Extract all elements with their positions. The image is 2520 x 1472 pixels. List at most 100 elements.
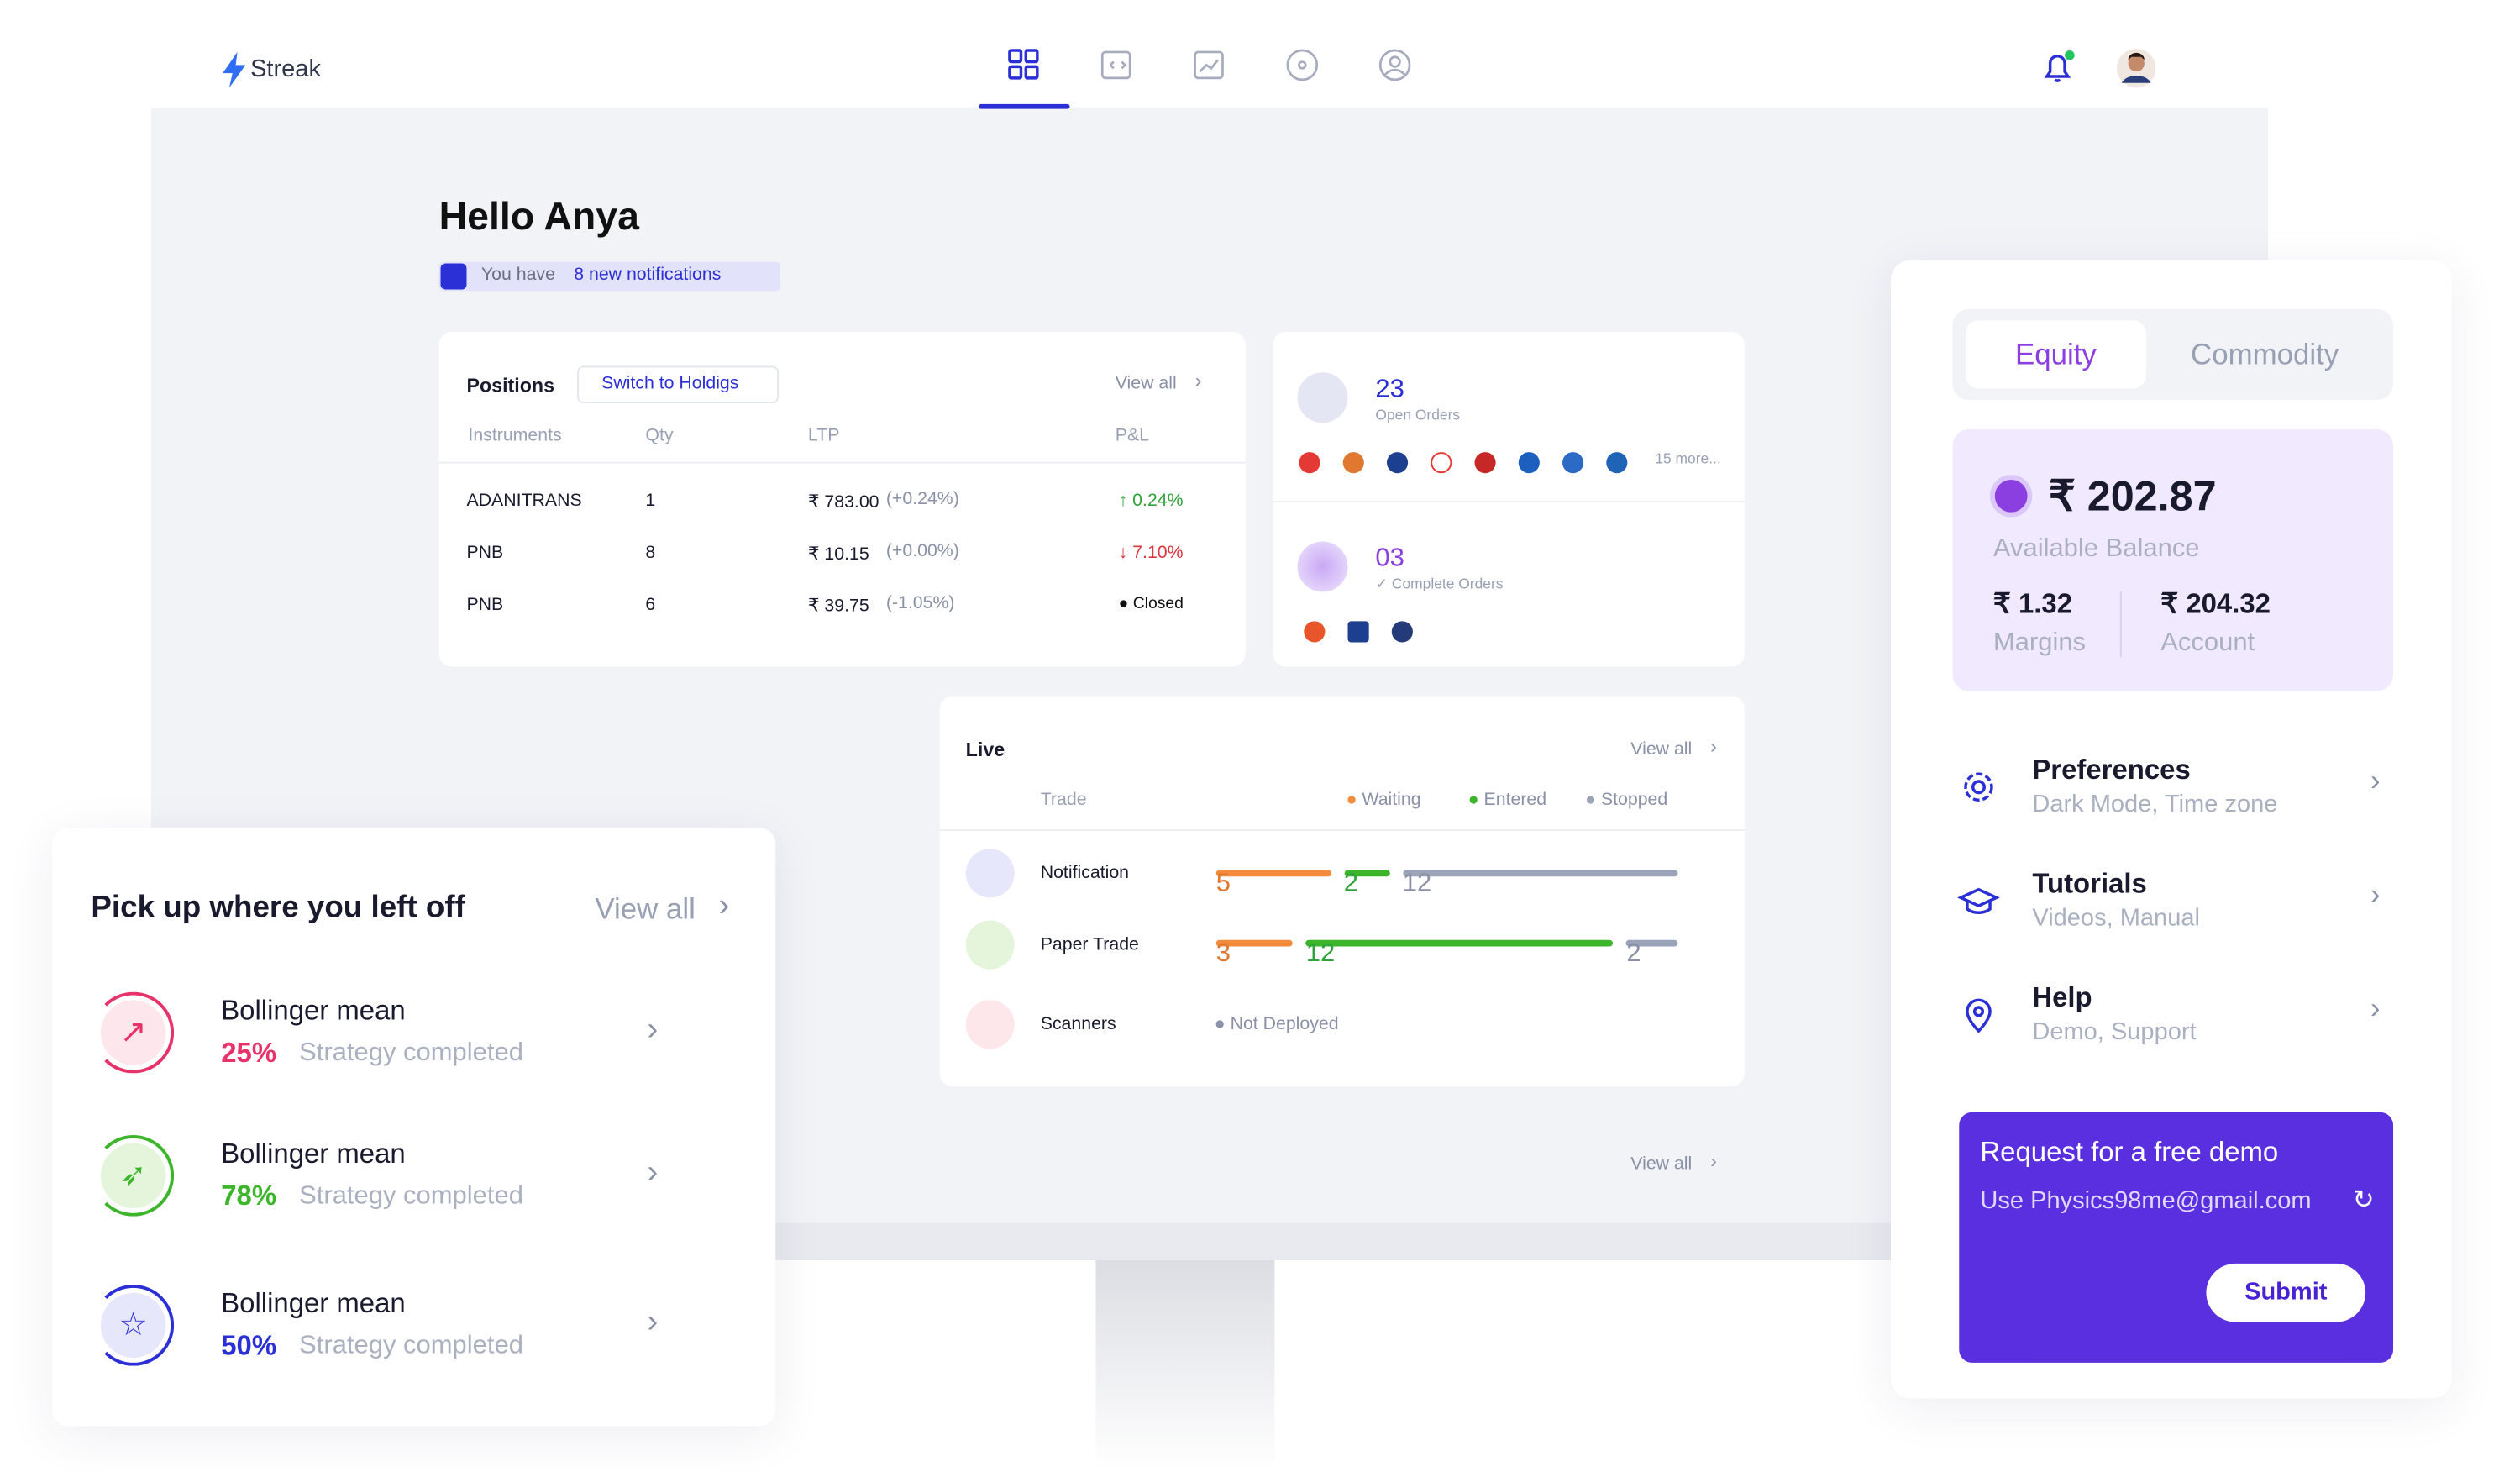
strategy-percent: 50% — [221, 1330, 277, 1361]
trade-count: 5 — [1215, 870, 1231, 898]
notice-icon — [440, 263, 467, 290]
demo-title: Request for a free demo — [1980, 1136, 2279, 1168]
notification-icon — [965, 849, 1015, 898]
status-text: Not Deployed — [1230, 1014, 1339, 1034]
switch-button[interactable] — [577, 365, 780, 403]
submit-label[interactable]: Submit — [2244, 1278, 2328, 1306]
positions-title: Positions — [466, 374, 555, 397]
view-all[interactable]: View all — [595, 892, 696, 926]
qty: 8 — [645, 543, 656, 563]
menu-title[interactable]: Preferences — [2032, 754, 2191, 786]
account-label: Account — [2160, 629, 2255, 657]
chevron[interactable]: › — [647, 1304, 659, 1340]
tab-label[interactable]: Commodity — [2191, 338, 2339, 371]
column-header: LTP — [807, 426, 840, 446]
trade-name: Notification — [1040, 863, 1130, 883]
monitor-stand — [1095, 1259, 1275, 1472]
strategy-percent: 25% — [221, 1037, 277, 1069]
trade-name: Paper Trade — [1040, 934, 1139, 955]
pnl: ↓ 7.10% — [1119, 543, 1184, 562]
pnl-value: 7.10% — [1132, 543, 1184, 563]
notification-bell[interactable] — [2039, 49, 2077, 87]
view-all[interactable]: View all — [1630, 739, 1693, 760]
chevron[interactable]: › — [2370, 878, 2381, 911]
strategy-percent: 78% — [221, 1180, 277, 1212]
greeting-title: Hello Anya — [438, 195, 639, 239]
notice-pill[interactable] — [438, 261, 781, 292]
menu-title[interactable]: Tutorials — [2032, 868, 2147, 900]
more-label[interactable]: 15 more... — [1655, 450, 1721, 467]
orders-card — [1273, 331, 1745, 667]
avatar[interactable] — [2116, 47, 2156, 89]
strategy-ring — [92, 991, 175, 1074]
open-orders-icon — [1297, 372, 1348, 423]
view-all[interactable]: View all — [1630, 1154, 1693, 1175]
refresh-icon[interactable]: ↻ — [2352, 1186, 2375, 1215]
notice-prefix: You have — [480, 265, 555, 285]
pnl-value: Closed — [1132, 595, 1184, 613]
strategy-ring — [92, 1134, 175, 1217]
chevron[interactable]: › — [2370, 764, 2381, 797]
column-header: Trade — [1040, 790, 1087, 810]
demo-email: Use Physics98me@gmail.com — [1980, 1186, 2312, 1215]
chevron: › — [1194, 369, 1202, 392]
strategy-icon: ☆ — [100, 1292, 166, 1359]
trade-bar: 5 — [1215, 870, 1331, 897]
pickup-title: Pick up where you left off — [91, 891, 465, 926]
switch-label[interactable]: Switch to Holdigs — [601, 374, 739, 394]
tab-label[interactable]: Equity — [2014, 338, 2097, 371]
strategy-name: Bollinger mean — [221, 1287, 406, 1319]
trade-count: 2 — [1626, 939, 1641, 968]
divider — [939, 829, 1745, 832]
complete-orders-icon — [1297, 541, 1348, 592]
divider — [1273, 501, 1745, 503]
pnl-value: 0.24% — [1132, 491, 1184, 511]
menu-title[interactable]: Help — [2032, 982, 2092, 1013]
column-header: Qty — [645, 426, 674, 446]
trade-bars: 3 12 2 — [1215, 939, 1691, 968]
menu-subtitle: Dark Mode, Time zone — [2032, 790, 2278, 818]
nav-icons — [979, 49, 1411, 109]
legend-item: ● Entered — [1467, 790, 1547, 810]
menu-icons — [1957, 772, 2000, 1033]
account-value: ₹ 204.32 — [2160, 588, 2271, 620]
brand-logo — [223, 51, 246, 88]
balance-box — [1952, 428, 2394, 691]
instrument: PNB — [466, 595, 504, 615]
monitor-bezel — [775, 1222, 1891, 1260]
legend-label: Waiting — [1362, 790, 1421, 810]
ltp: ₹ 10.15 — [807, 544, 869, 565]
notice-link[interactable]: 8 new notifications — [574, 265, 722, 285]
complete-label: ✓ Complete Orders — [1375, 576, 1504, 592]
menu-subtitle: Demo, Support — [2032, 1017, 2197, 1046]
strategy-name: Bollinger mean — [221, 995, 406, 1027]
pnl-icon: ● — [1118, 595, 1133, 613]
legend-label: Entered — [1483, 790, 1547, 810]
chevron: › — [718, 887, 730, 924]
chevron[interactable]: › — [647, 1011, 659, 1048]
chevron[interactable]: › — [2370, 991, 2381, 1025]
chevron: › — [1710, 734, 1717, 758]
brand[interactable]: Streak — [250, 55, 321, 83]
balance-icon — [1990, 475, 2033, 518]
column-header: Instruments — [468, 426, 562, 446]
view-all[interactable]: View all — [1115, 374, 1177, 394]
tab-active[interactable] — [1965, 320, 2146, 389]
balance: ₹ 202.87 — [2048, 471, 2217, 521]
margins: ₹ 1.32 — [1992, 588, 2073, 620]
strategy-ring — [92, 1285, 175, 1366]
balance-label: Available Balance — [1992, 534, 2200, 563]
strategy-label: Strategy completed — [299, 1332, 523, 1360]
trade-name: Scanners — [1040, 1014, 1116, 1034]
strategy-icon: ➶ — [100, 1143, 166, 1209]
live-title: Live — [965, 738, 1005, 761]
ltp: ₹ 39.75 — [807, 597, 869, 617]
strategy-label: Strategy completed — [299, 1182, 523, 1210]
trade-bar: 2 — [1343, 870, 1390, 897]
submit-button[interactable] — [2206, 1263, 2366, 1322]
trade-bars: 5 2 12 — [1215, 870, 1691, 897]
chevron[interactable]: › — [647, 1154, 659, 1191]
